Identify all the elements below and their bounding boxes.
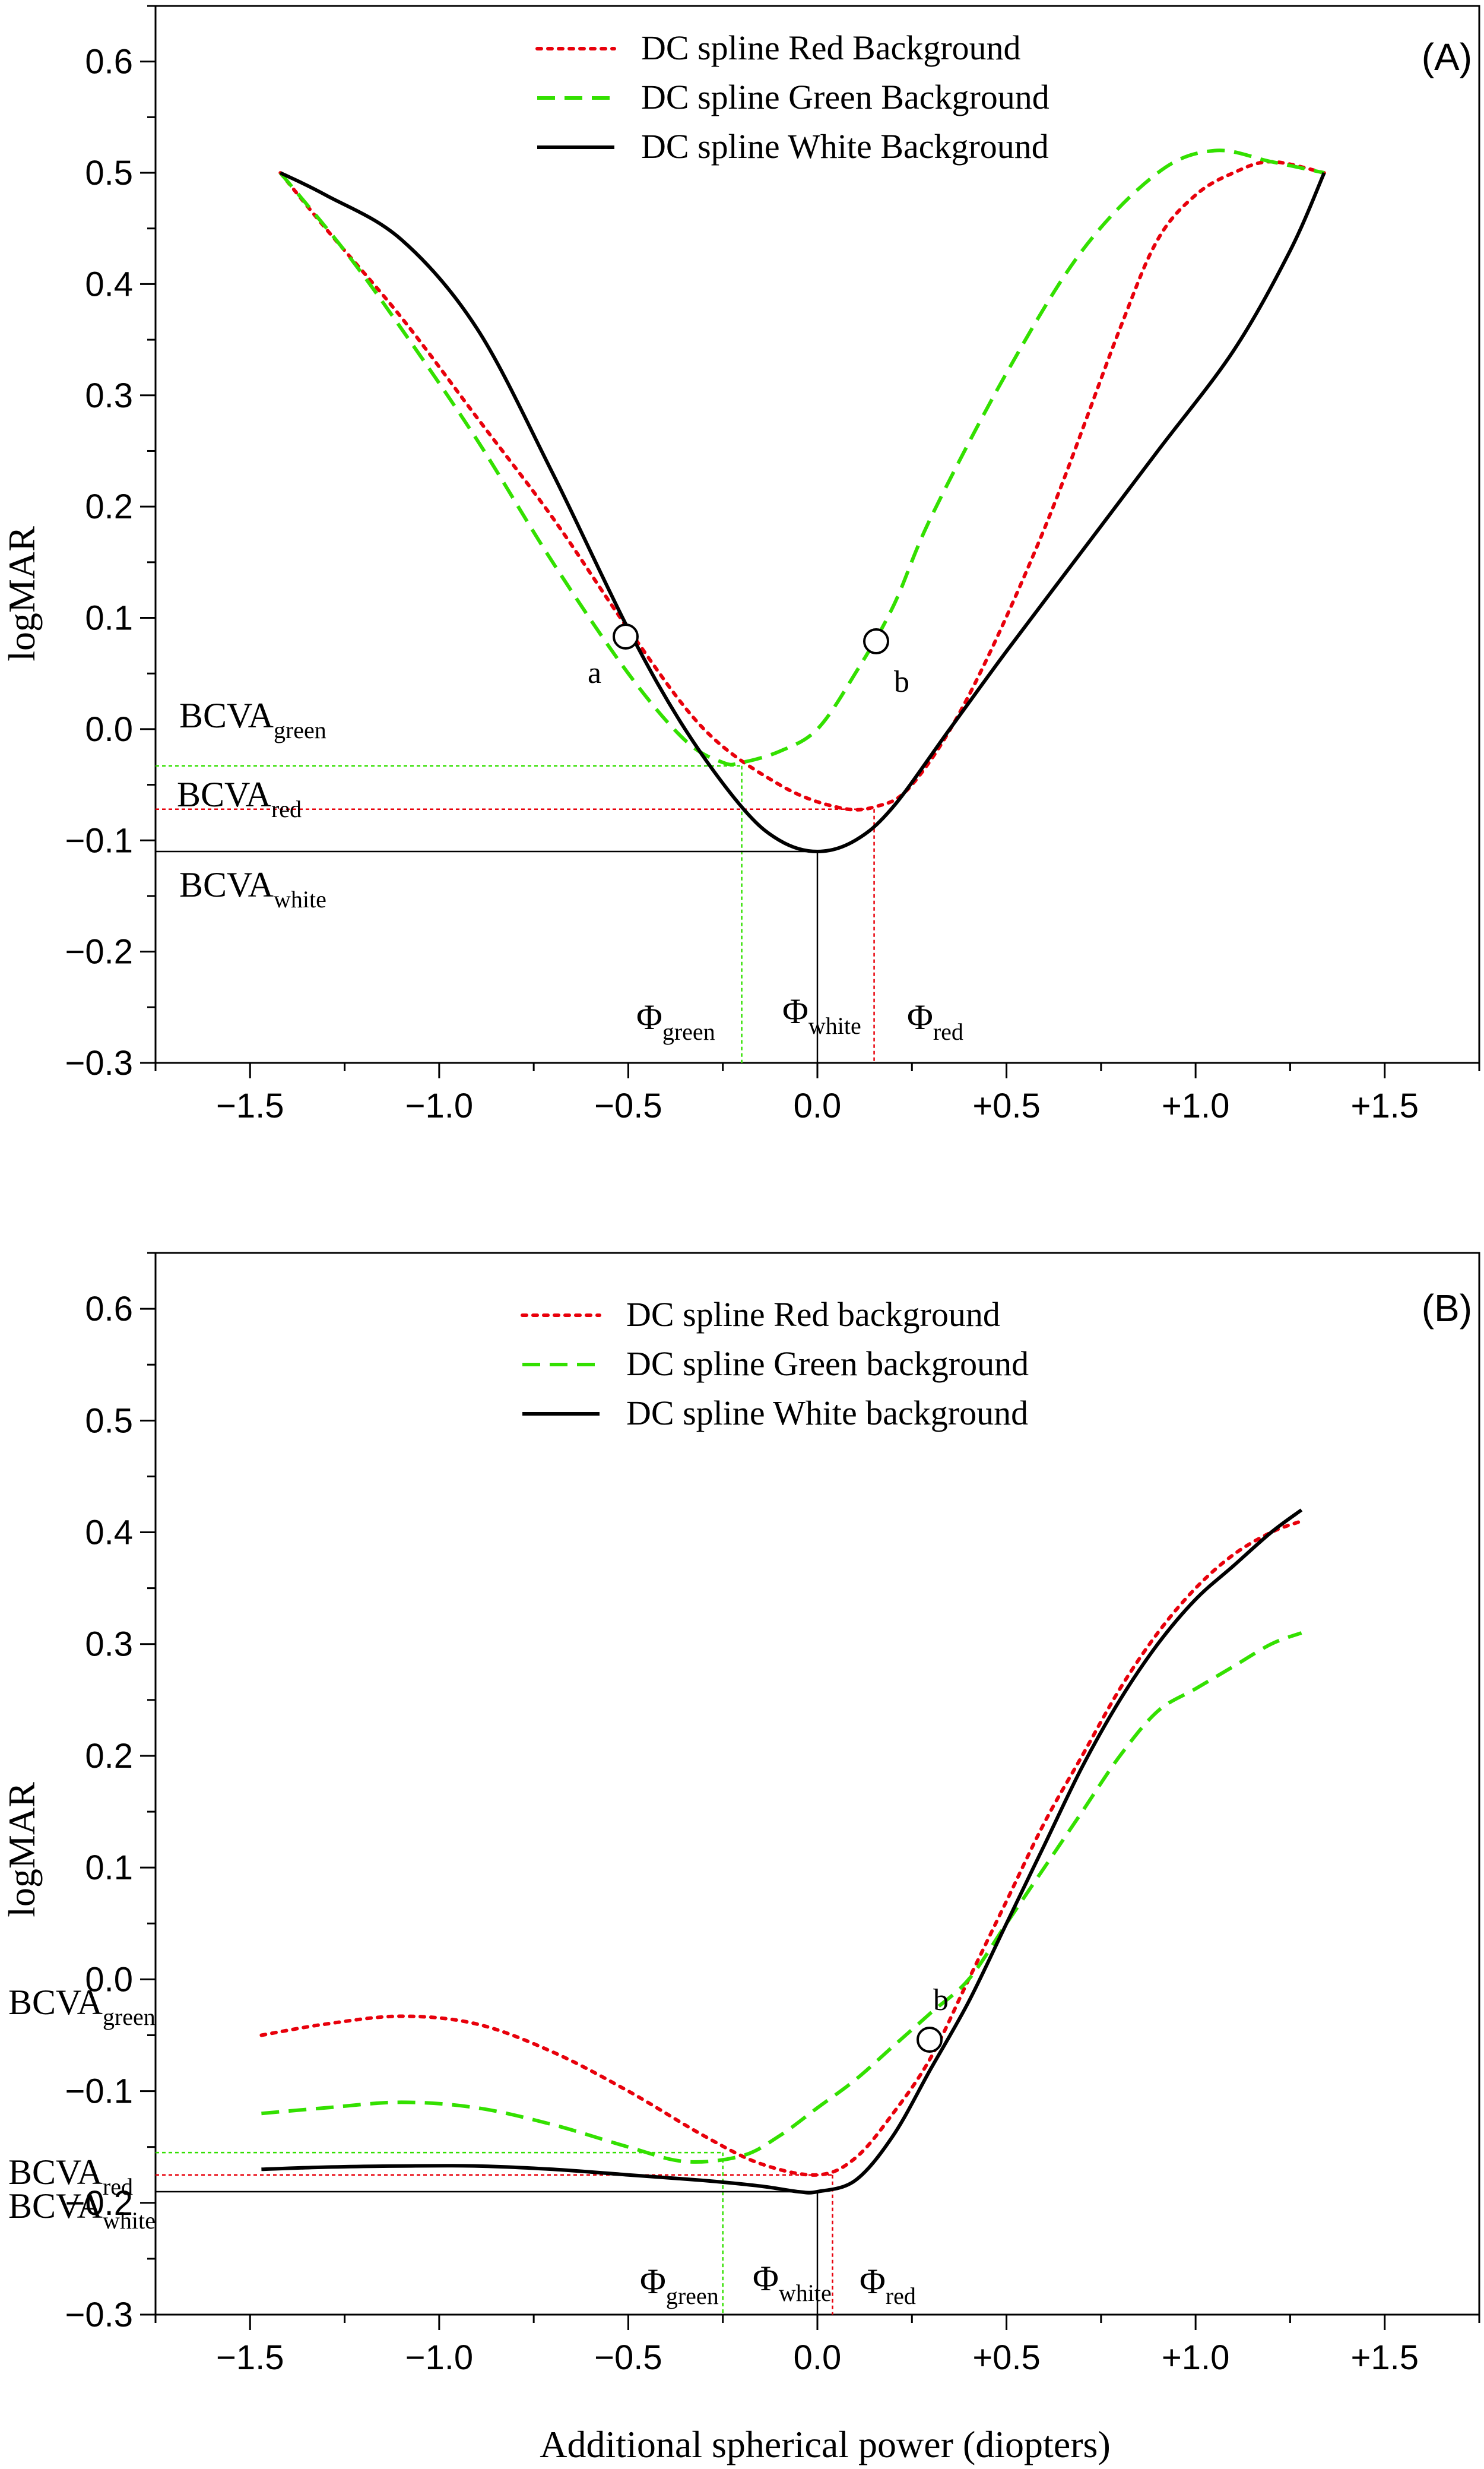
y-tick-label-b: −0.2 — [65, 2184, 134, 2223]
panel-b-axes: −1.5 −1.0 −0.5 0.0 +0.5 +1.0 +1.5 −0.3 −0.2 −0.1 0… — [65, 1252, 1480, 2377]
y-tick-label-a: 0.2 — [85, 488, 133, 526]
legend-b: DC spline Red background DC spline Green… — [521, 1295, 1029, 1432]
series-line-white-b — [261, 1508, 1303, 2195]
phi-green-label-a: Φgreen — [636, 998, 715, 1045]
legend-label-red-a: DC spline Red Background — [641, 29, 1021, 67]
y-tick-label-b: 0.2 — [85, 1737, 133, 1775]
y-tick-label-a: −0.3 — [65, 1044, 134, 1082]
legend-label-white-a: DC spline White Background — [641, 127, 1049, 166]
panel-b-chart: −1.5 −1.0 −0.5 0.0 +0.5 +1.0 +1.5 −0.3 −0.2 −0.1 0… — [1, 1252, 1480, 2465]
y-tick-label-a: 0.6 — [85, 43, 133, 81]
x-tick-label-a: −1.5 — [216, 1087, 284, 1125]
series-line-red-b — [259, 1519, 1304, 2177]
y-tick-label-a: 0.4 — [85, 265, 133, 303]
y-tick-label-b: 0.6 — [85, 1290, 133, 1328]
phi-green-label-b: Φgreen — [640, 2262, 719, 2309]
point-a-label-a: a — [588, 656, 601, 690]
bcva-white-label-b: BCVAwhite — [8, 2186, 156, 2234]
legend-label-green-b: DC spline Green background — [626, 1344, 1029, 1383]
x-tick-label-b: −1.5 — [216, 2338, 284, 2377]
y-tick-label-a: 0.5 — [85, 154, 133, 192]
point-b-label-b: b — [933, 1983, 949, 2017]
y-axis-title-b: logMAR — [1, 1782, 43, 1917]
y-axis-title-a: logMAR — [1, 526, 43, 661]
y-tick-label-a: −0.1 — [65, 821, 134, 860]
x-tick-label-b: +1.5 — [1350, 2338, 1419, 2377]
x-tick-label-a: +1.0 — [1162, 1087, 1230, 1125]
x-tick-label-b: +1.0 — [1162, 2338, 1230, 2377]
panel-a-series — [278, 148, 1326, 853]
y-tick-label-a: 0.1 — [85, 599, 133, 638]
point-b-marker-a — [863, 628, 889, 654]
y-tick-label-b: 0.0 — [85, 1960, 133, 1999]
bcva-green-label-b: BCVAgreen — [8, 1983, 156, 2030]
point-b-label-a: b — [894, 665, 909, 699]
legend-label-red-b: DC spline Red background — [626, 1295, 1000, 1334]
point-a-marker-a — [613, 623, 639, 650]
phi-red-label-b: Φred — [860, 2262, 916, 2309]
bcva-green-label-a: BCVAgreen — [179, 696, 326, 743]
y-tick-label-a: 0.0 — [85, 710, 133, 749]
legend-label-green-a: DC spline Green Background — [641, 78, 1049, 116]
y-tick-label-b: 0.1 — [85, 1848, 133, 1887]
series-line-red-a — [278, 160, 1326, 812]
point-b-marker-b — [917, 2027, 943, 2053]
y-tick-label-b: 0.5 — [85, 1401, 133, 1440]
panel-b-series — [259, 1508, 1304, 2195]
legend-a: DC spline Red Background DC spline Green… — [535, 29, 1049, 166]
y-tick-label-b: −0.3 — [65, 2296, 134, 2334]
x-tick-label-b: +0.5 — [972, 2338, 1041, 2377]
panel-label-a: (A) — [1422, 36, 1472, 78]
phi-white-label-b: Φwhite — [753, 2259, 832, 2306]
x-tick-label-a: +1.5 — [1350, 1087, 1419, 1125]
series-line-green-b — [261, 1631, 1302, 2164]
legend-label-white-b: DC spline White background — [626, 1394, 1028, 1432]
x-axis-title: Additional spherical power (diopters) — [540, 2423, 1111, 2465]
panel-a-chart: −1.5 −1.0 −0.5 0.0 +0.5 +1.0 +1.5 −0.3 −0.2 −0.1 0… — [1, 5, 1480, 1125]
y-tick-label-b: 0.3 — [85, 1625, 133, 1664]
y-tick-label-b: −0.1 — [65, 2072, 134, 2111]
series-line-green-a — [278, 148, 1325, 767]
series-line-white-a — [279, 171, 1326, 853]
bcva-red-label-a: BCVAred — [177, 775, 302, 822]
y-tick-label-a: 0.3 — [85, 376, 133, 415]
panel-a-axes: −1.5 −1.0 −0.5 0.0 +0.5 +1.0 +1.5 −0.3 −0.2 −0.1 0… — [65, 5, 1480, 1125]
x-tick-label-a: −1.0 — [405, 1087, 474, 1125]
panel-b-refs — [156, 2151, 833, 2315]
x-tick-label-a: +0.5 — [972, 1087, 1041, 1125]
phi-red-label-a: Φred — [907, 998, 963, 1045]
bcva-white-label-a: BCVAwhite — [179, 865, 326, 913]
x-tick-label-a: 0.0 — [794, 1087, 842, 1125]
phi-white-label-a: Φwhite — [782, 992, 861, 1039]
bcva-red-label-b: BCVAred — [8, 2153, 133, 2200]
panel-a-refs — [156, 765, 875, 1063]
y-tick-label-b: 0.4 — [85, 1514, 133, 1552]
panel-label-b: (B) — [1422, 1287, 1472, 1330]
x-tick-label-b: 0.0 — [794, 2338, 842, 2377]
x-tick-label-b: −1.0 — [405, 2338, 474, 2377]
x-tick-label-b: −0.5 — [594, 2338, 662, 2377]
y-tick-label-a: −0.2 — [65, 933, 134, 971]
x-tick-label-a: −0.5 — [594, 1087, 662, 1125]
